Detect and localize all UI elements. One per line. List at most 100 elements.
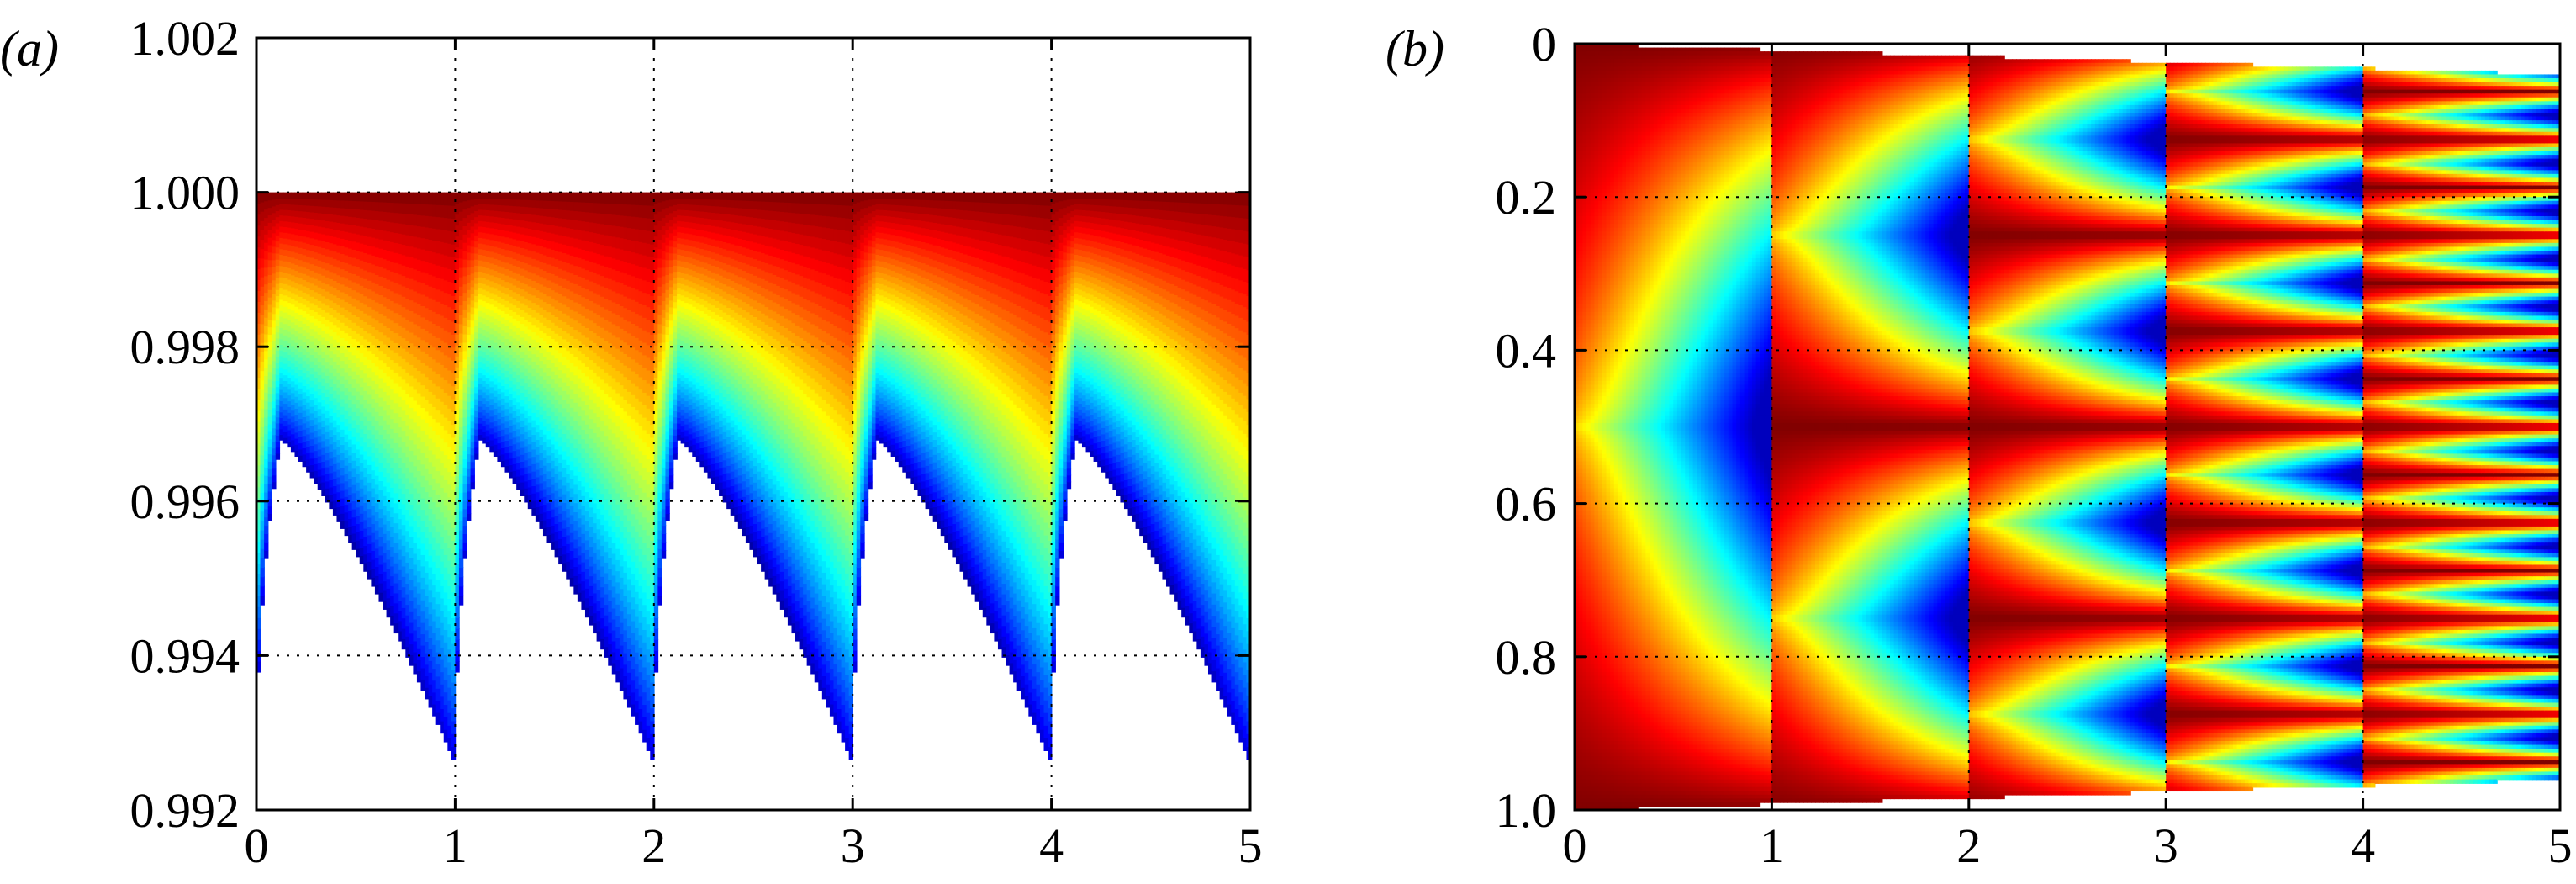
heatmap-cell bbox=[294, 204, 298, 211]
heatmap-cell bbox=[303, 211, 307, 218]
heatmap-cell bbox=[283, 238, 288, 245]
heatmap-cell bbox=[279, 214, 283, 220]
heatmap-cell bbox=[294, 216, 298, 223]
heatmap-cell bbox=[268, 349, 272, 357]
heatmap-cell bbox=[279, 209, 283, 215]
heatmap-cell bbox=[264, 367, 268, 376]
heatmap-cell bbox=[298, 375, 303, 382]
heatmap-cell bbox=[287, 389, 291, 396]
heatmap-cell bbox=[294, 210, 298, 217]
heatmap-cell bbox=[294, 193, 298, 199]
heatmap-cell bbox=[272, 381, 276, 389]
heatmap-cell bbox=[272, 287, 276, 294]
heatmap-cell bbox=[287, 366, 291, 373]
heatmap-cell bbox=[283, 352, 288, 358]
heatmap-cell bbox=[306, 357, 310, 364]
heatmap-cell bbox=[291, 316, 295, 323]
heatmap-cell bbox=[303, 230, 307, 236]
heatmap-cell bbox=[303, 199, 307, 205]
heatmap-cell bbox=[291, 381, 295, 388]
heatmap-cell bbox=[294, 390, 298, 397]
heatmap-cell bbox=[283, 215, 288, 222]
heatmap-cell bbox=[291, 293, 295, 299]
heatmap-cell bbox=[272, 327, 276, 335]
heatmap-cell bbox=[261, 379, 265, 389]
heatmap-cell bbox=[279, 389, 283, 395]
heatmap-cell bbox=[306, 320, 310, 326]
heatmap-cell bbox=[264, 392, 268, 401]
heatmap-cell bbox=[306, 281, 310, 288]
heatmap-cell bbox=[294, 378, 298, 385]
heatmap-cell bbox=[291, 422, 295, 429]
heatmap-cell bbox=[279, 193, 283, 199]
heatmap-cell bbox=[272, 475, 276, 483]
heatmap-cell bbox=[264, 276, 268, 285]
heatmap-cell bbox=[279, 384, 283, 389]
heatmap-cell bbox=[283, 397, 288, 404]
heatmap-cell bbox=[272, 314, 276, 321]
heatmap-cell bbox=[279, 294, 283, 299]
heatmap-cell bbox=[303, 341, 307, 348]
heatmap-cell bbox=[279, 316, 283, 322]
heatmap-cell bbox=[272, 455, 276, 463]
heatmap-cell bbox=[294, 241, 298, 247]
heatmap-cell bbox=[279, 237, 283, 243]
heatmap-cell bbox=[272, 253, 276, 261]
heatmap-cell bbox=[294, 372, 298, 378]
heatmap-cell bbox=[272, 226, 276, 234]
heatmap-cell bbox=[261, 464, 265, 474]
heatmap-cell bbox=[276, 223, 280, 230]
heatmap-cell bbox=[261, 436, 265, 446]
heatmap-cell bbox=[306, 402, 310, 409]
heatmap-cell bbox=[287, 204, 291, 210]
heatmap-cell bbox=[291, 399, 295, 405]
heatmap-cell bbox=[272, 408, 276, 416]
heatmap-cell bbox=[276, 314, 280, 320]
heatmap-cell bbox=[298, 217, 303, 224]
heatmap-cell bbox=[303, 442, 307, 448]
heatmap-cell bbox=[303, 447, 307, 454]
heatmap-cell bbox=[298, 437, 303, 443]
heatmap-cell bbox=[276, 435, 280, 442]
heatmap-cell bbox=[268, 304, 272, 313]
heatmap-cell bbox=[261, 399, 265, 409]
heatmap-cell bbox=[291, 210, 295, 217]
heatmap-cell bbox=[306, 300, 310, 307]
heatmap-cell bbox=[264, 525, 268, 534]
heatmap-cell bbox=[261, 304, 265, 315]
heatmap-cell bbox=[261, 474, 265, 484]
heatmap-cell bbox=[279, 400, 283, 406]
heatmap-cell bbox=[306, 338, 310, 345]
heatmap-cell bbox=[294, 426, 298, 433]
heatmap-cell bbox=[276, 253, 280, 260]
heatmap-cell bbox=[303, 248, 307, 255]
heatmap-cell bbox=[268, 439, 272, 447]
heatmap-cell bbox=[272, 300, 276, 308]
heatmap-cell bbox=[303, 255, 307, 262]
heatmap-cell bbox=[306, 288, 310, 294]
heatmap-cell bbox=[306, 377, 310, 384]
heatmap-cell bbox=[272, 482, 276, 490]
heatmap-cell bbox=[287, 308, 291, 315]
heatmap-cell bbox=[291, 416, 295, 423]
heatmap-cell bbox=[268, 468, 272, 477]
heatmap-cell bbox=[272, 273, 276, 281]
heatmap-cell bbox=[303, 460, 307, 467]
heatmap-cell bbox=[268, 222, 272, 230]
heatmap-cell bbox=[298, 442, 303, 449]
heatmap-cell bbox=[261, 324, 265, 334]
heatmap-cell bbox=[261, 586, 265, 596]
heatmap-cell bbox=[294, 366, 298, 373]
heatmap-cell bbox=[268, 453, 272, 462]
heatmap-cell bbox=[291, 193, 295, 199]
heatmap-cell bbox=[294, 342, 298, 349]
heatmap-cell bbox=[298, 431, 303, 437]
heatmap-cell bbox=[261, 558, 265, 568]
heatmap-cell bbox=[268, 312, 272, 320]
heatmap-cell bbox=[303, 204, 307, 211]
heatmap-cell bbox=[287, 348, 291, 355]
heatmap-cell bbox=[279, 288, 283, 294]
heatmap-cell bbox=[261, 361, 265, 371]
heatmap-cell bbox=[306, 370, 310, 377]
heatmap-cell bbox=[306, 224, 310, 230]
